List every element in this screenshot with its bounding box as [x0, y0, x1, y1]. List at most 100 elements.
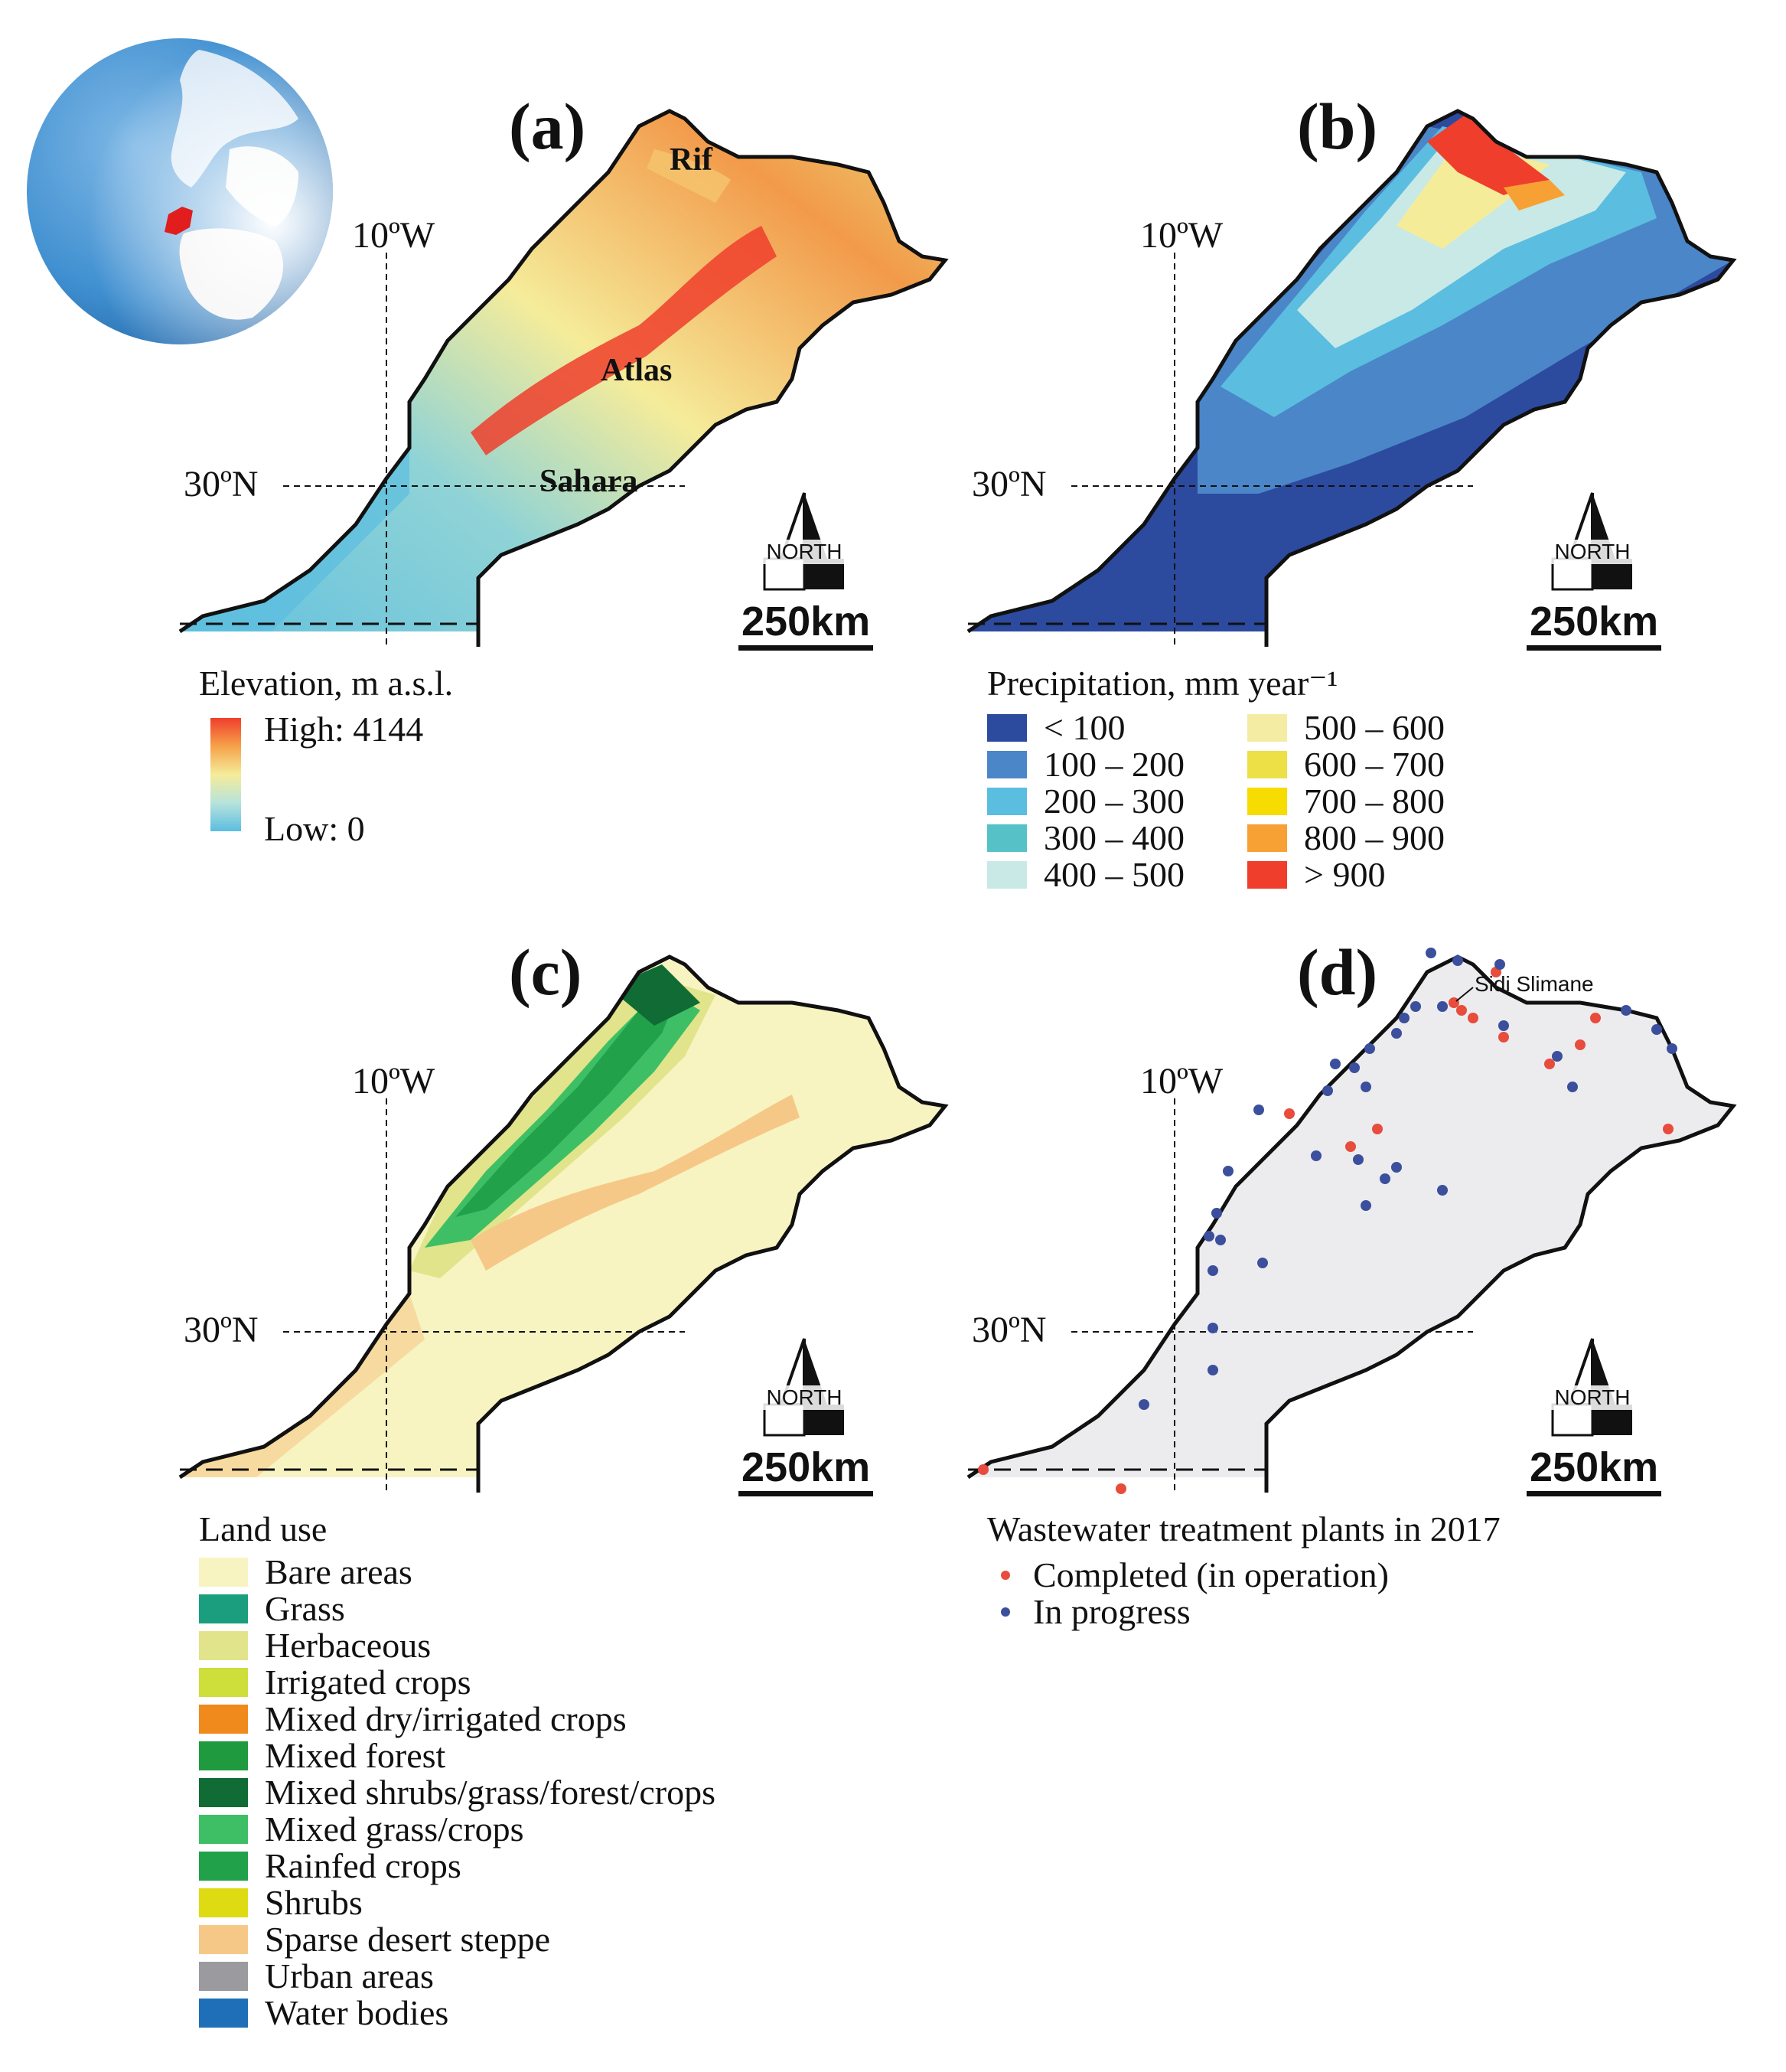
completed-plant-marker [1663, 1124, 1674, 1134]
panel-label-a: (a) [509, 90, 586, 163]
legend-swatch [199, 1888, 248, 1917]
legend-item-land-use: Mixed forest [199, 1738, 445, 1773]
legend-label: Water bodies [265, 1993, 449, 2032]
completed-plant-marker [1372, 1124, 1383, 1134]
legend-label: Mixed grass/crops [265, 1809, 524, 1848]
legend-swatch [199, 1705, 248, 1734]
north-label: NORTH [1550, 540, 1635, 564]
legend-item-precip: 100 – 200 [987, 747, 1185, 782]
legend-item-precip: 500 – 600 [1247, 710, 1445, 746]
legend-precipitation: Precipitation, mm year⁻¹ < 100 100 – 200 2… [987, 666, 1676, 896]
legend-item-land-use: Mixed dry/irrigated crops [199, 1702, 627, 1737]
in-progress-plant-marker [1215, 1235, 1226, 1245]
legend-label: 200 – 300 [1044, 781, 1185, 821]
legend-label: < 100 [1044, 708, 1126, 747]
elevation-colorbar [210, 718, 241, 831]
legend-label: Bare areas [265, 1552, 412, 1591]
in-progress-plant-marker [1498, 1020, 1509, 1031]
completed-plant-marker [978, 1464, 989, 1475]
in-progress-plant-marker [1621, 1005, 1631, 1016]
legend-label: Mixed shrubs/grass/forest/crops [265, 1773, 715, 1812]
scale-bar: 250km [738, 1447, 874, 1496]
legend-swatch [1247, 751, 1287, 778]
legend-item-land-use: Grass [199, 1591, 345, 1627]
in-progress-plant-marker [1667, 1043, 1677, 1054]
legend-title: Land use [199, 1509, 328, 1548]
in-progress-plant-marker [1223, 1166, 1234, 1176]
legend-label: In progress [1033, 1592, 1191, 1631]
completed-plant-marker [1544, 1059, 1555, 1069]
legend-label: 600 – 700 [1304, 745, 1445, 784]
in-progress-plant-marker [1208, 1323, 1218, 1333]
legend-label: Mixed forest [265, 1736, 446, 1775]
in-progress-plant-marker [1380, 1173, 1390, 1184]
legend-item-precip: 400 – 500 [987, 857, 1185, 892]
in-progress-plant-marker [1391, 1162, 1402, 1173]
in-progress-plant-marker [1364, 1043, 1375, 1054]
in-progress-plant-marker [1353, 1154, 1364, 1165]
in-progress-plant-marker [1410, 1001, 1421, 1012]
lat-label: 30ºN [972, 1310, 1047, 1350]
legend-label: Herbaceous [265, 1626, 432, 1665]
panel-label-b: (b) [1297, 90, 1378, 163]
legend-item-land-use: Shrubs [199, 1885, 363, 1920]
legend-label: Sparse desert steppe [265, 1920, 550, 1959]
lon-label: 10ºW [1140, 215, 1224, 256]
legend-label: 400 – 500 [1044, 855, 1185, 894]
legend-swatch [1247, 714, 1287, 742]
legend-swatch [987, 751, 1027, 778]
legend-item-precip: 700 – 800 [1247, 784, 1445, 819]
legend-swatch [199, 1631, 248, 1660]
legend-item-in-progress: In progress [987, 1594, 1191, 1630]
legend-wastewater: Wastewater treatment plants in 2017 Comp… [987, 1512, 1676, 1665]
legend-title: Elevation, m a.s.l. [199, 664, 454, 703]
completed-plant-marker [1116, 1483, 1126, 1494]
panel-land-use: (c) 10ºW 30ºN NORTH 250km [178, 935, 976, 1554]
legend-swatch [1247, 824, 1287, 852]
place-atlas: Atlas [601, 353, 673, 388]
panel-elevation: (a) 10ºW 30ºN Rif Atlas Sahara NORTH 250… [178, 90, 976, 708]
legend-item-land-use: Mixed shrubs/grass/forest/crops [199, 1775, 715, 1810]
legend-land-use: Land use Bare areas Grass Herbaceous Irriga… [199, 1512, 964, 2063]
in-progress-plant-marker [1208, 1265, 1218, 1276]
in-progress-plant-marker [1361, 1082, 1371, 1092]
wastewater-map [966, 948, 1737, 1494]
legend-swatch [199, 1778, 248, 1807]
panel-precipitation: (b) 10ºW 30ºN NORTH 250km [966, 90, 1764, 708]
completed-plant-marker [1575, 1039, 1586, 1050]
in-progress-plant-marker [1139, 1399, 1149, 1410]
completed-plant-marker [1449, 997, 1459, 1008]
legend-swatch [987, 714, 1027, 742]
north-label: NORTH [761, 540, 847, 564]
legend-label: Irrigated crops [265, 1662, 471, 1702]
legend-label: Completed (in operation) [1033, 1555, 1389, 1594]
legend-label: Rainfed crops [265, 1846, 461, 1885]
legend-label: 100 – 200 [1044, 745, 1185, 784]
legend-item-land-use: Urban areas [199, 1959, 434, 1994]
legend-swatch [199, 1558, 248, 1587]
plant-markers [978, 948, 1677, 1494]
lat-label: 30ºN [184, 1310, 259, 1350]
legend-item-completed: Completed (in operation) [987, 1558, 1389, 1593]
legend-swatch [199, 1925, 248, 1954]
legend-title: Precipitation, mm year⁻¹ [987, 664, 1338, 703]
lon-label: 10ºW [352, 215, 435, 256]
legend-label: > 900 [1304, 855, 1386, 894]
legend-item-precip: 200 – 300 [987, 784, 1185, 819]
completed-plant-marker [1284, 1108, 1295, 1119]
panel-label-c: (c) [509, 935, 582, 1009]
precipitation-map [966, 109, 1737, 647]
legend-swatch [199, 1999, 248, 2028]
legend-swatch [199, 1852, 248, 1881]
legend-item-land-use: Rainfed crops [199, 1848, 461, 1884]
legend-swatch [199, 1815, 248, 1844]
completed-dot [1001, 1571, 1010, 1580]
in-progress-plant-marker [1208, 1365, 1218, 1375]
scale-bar: 250km [1527, 601, 1662, 651]
in-progress-plant-marker [1567, 1082, 1578, 1092]
in-progress-plant-marker [1437, 1001, 1448, 1012]
legend-item-precip: 300 – 400 [987, 821, 1185, 856]
in-progress-plant-marker [1322, 1085, 1333, 1096]
legend-swatch [987, 788, 1027, 815]
panel-label-d: (d) [1297, 935, 1378, 1009]
